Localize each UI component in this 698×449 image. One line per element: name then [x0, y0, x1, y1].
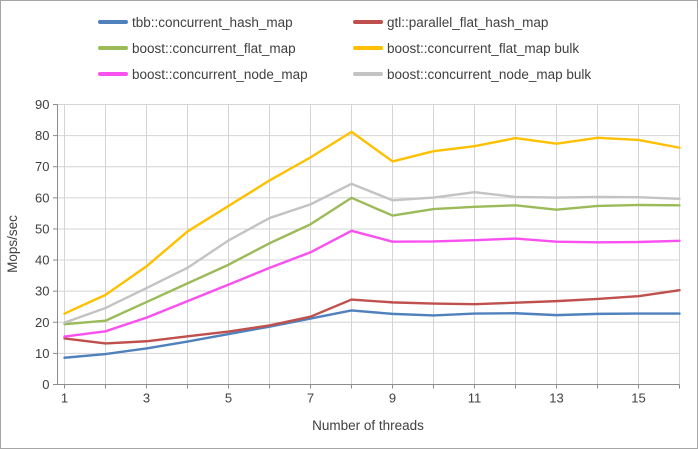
y-tick-label: 10: [35, 346, 49, 361]
legend-item: boost::concurrent_flat_map bulk: [353, 41, 591, 56]
legend-label: boost::concurrent_node_map: [132, 66, 308, 82]
legend-item: tbb::concurrent_hash_map: [98, 15, 353, 30]
x-tick-label: 13: [549, 391, 563, 406]
x-tick-label: 15: [631, 391, 645, 406]
series-lines: [63, 130, 681, 359]
series-line-gtl-parallel-flat-hash-map: [63, 289, 681, 345]
x-tick-label: 3: [143, 391, 150, 406]
y-tick-label: 20: [35, 315, 49, 330]
chart-legend: tbb::concurrent_hash_map gtl::parallel_fl…: [98, 9, 591, 87]
y-tick-label: 0: [42, 377, 49, 392]
x-tick-label: 7: [307, 391, 314, 406]
legend-item: boost::concurrent_flat_map: [98, 41, 353, 56]
series-line-tbb-concurrent-hash-map: [63, 309, 681, 359]
legend-line-swatch: [98, 46, 128, 50]
series-line-boost-concurrent-flat-map-bulk: [63, 130, 681, 315]
x-tick-label: 11: [468, 391, 482, 406]
x-axis-title: Number of threads: [312, 418, 424, 433]
legend-item: boost::concurrent_node_map: [98, 67, 353, 82]
gridlines: [57, 104, 680, 385]
legend-line-swatch: [98, 20, 128, 24]
y-tick-label: 70: [35, 159, 49, 174]
y-tick-label: 30: [35, 284, 49, 299]
series-line-boost-concurrent-node-map-bulk: [63, 182, 681, 324]
y-tick-label: 60: [35, 190, 49, 205]
legend-line-swatch: [353, 20, 383, 24]
y-tick-label: 40: [35, 253, 49, 268]
series-line-boost-concurrent-node-map: [63, 229, 681, 338]
legend-line-swatch: [353, 72, 383, 76]
legend-label: boost::concurrent_node_map bulk: [387, 66, 592, 82]
legend-item: gtl::parallel_flat_hash_map: [353, 15, 591, 30]
y-axis-title: Mops/sec: [5, 215, 20, 273]
legend-label: gtl::parallel_flat_hash_map: [387, 14, 549, 30]
axes: [53, 104, 680, 389]
y-tick-label: 80: [35, 128, 49, 143]
series-line-boost-concurrent-flat-map: [63, 196, 681, 326]
legend-line-swatch: [98, 72, 128, 76]
x-tick-label: 1: [61, 391, 68, 406]
legend-label: boost::concurrent_flat_map: [132, 40, 296, 56]
x-tick-label: 9: [389, 391, 396, 406]
legend-label: boost::concurrent_flat_map bulk: [387, 40, 580, 56]
legend-line-swatch: [353, 46, 383, 50]
y-tick-label: 50: [35, 221, 49, 236]
legend-label: tbb::concurrent_hash_map: [132, 14, 293, 30]
y-tick-label: 90: [35, 97, 49, 112]
x-tick-label: 5: [225, 391, 232, 406]
legend-item: boost::concurrent_node_map bulk: [353, 67, 591, 82]
